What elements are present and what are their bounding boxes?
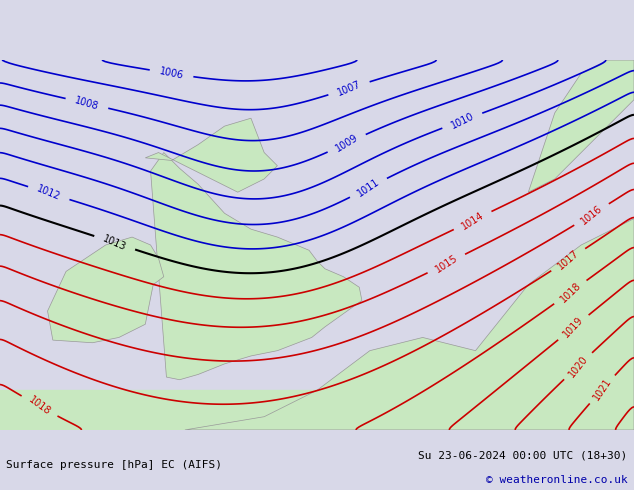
Text: 1009: 1009 bbox=[333, 133, 359, 154]
Polygon shape bbox=[151, 152, 362, 380]
Text: 1016: 1016 bbox=[579, 203, 604, 226]
Polygon shape bbox=[0, 391, 634, 430]
Text: Su 23-06-2024 00:00 UTC (18+30): Su 23-06-2024 00:00 UTC (18+30) bbox=[418, 451, 628, 461]
Text: © weatheronline.co.uk: © weatheronline.co.uk bbox=[486, 475, 628, 485]
Text: 1006: 1006 bbox=[158, 66, 184, 81]
Text: 1017: 1017 bbox=[555, 248, 581, 271]
Text: 1021: 1021 bbox=[591, 376, 613, 402]
Polygon shape bbox=[528, 60, 634, 192]
Text: 1013: 1013 bbox=[101, 233, 128, 252]
Polygon shape bbox=[48, 237, 164, 343]
Text: 1012: 1012 bbox=[36, 184, 62, 202]
Text: 1008: 1008 bbox=[74, 95, 100, 112]
Text: 1011: 1011 bbox=[356, 177, 382, 199]
Text: 1019: 1019 bbox=[561, 315, 585, 340]
Polygon shape bbox=[185, 219, 634, 430]
Text: Surface pressure [hPa] EC (AIFS): Surface pressure [hPa] EC (AIFS) bbox=[6, 461, 223, 470]
Text: 1015: 1015 bbox=[433, 253, 460, 274]
Text: 1018: 1018 bbox=[558, 280, 583, 304]
Text: 1007: 1007 bbox=[336, 79, 362, 98]
Text: 1018: 1018 bbox=[27, 395, 52, 417]
Polygon shape bbox=[145, 118, 278, 192]
Text: 1010: 1010 bbox=[449, 111, 476, 130]
Text: 1014: 1014 bbox=[460, 210, 486, 231]
Text: 1020: 1020 bbox=[566, 353, 590, 379]
